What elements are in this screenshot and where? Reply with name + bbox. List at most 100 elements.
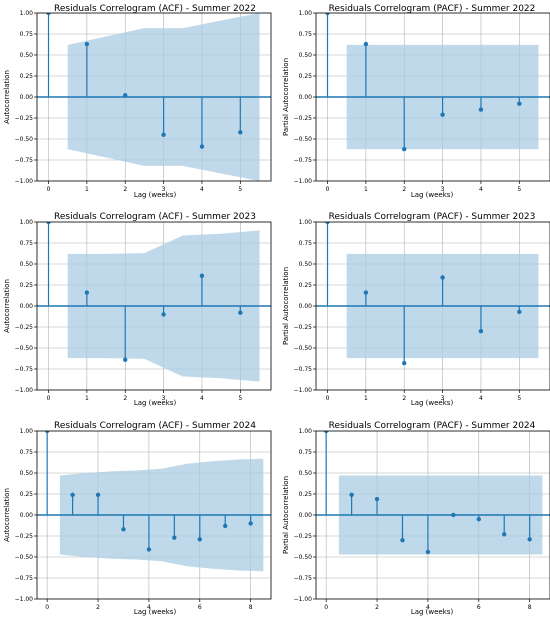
y-tick-label: 0.00 <box>299 512 313 519</box>
chart-title: Residuals Correlogram (ACF) - Summer 202… <box>54 4 256 14</box>
stem-marker <box>172 535 177 540</box>
y-tick-label: 1.00 <box>20 428 34 435</box>
stem-marker <box>238 310 243 315</box>
x-tick-label: 0 <box>326 395 330 402</box>
y-axis-label: Autocorrelation <box>3 488 11 542</box>
y-tick-label: 1.00 <box>20 10 34 17</box>
stem-marker <box>84 41 90 47</box>
x-tick-label: 0 <box>47 186 51 193</box>
stem-marker <box>46 13 51 16</box>
stem-marker <box>517 309 522 315</box>
x-axis-label: Lag (weeks) <box>134 608 177 616</box>
x-tick-label: 3 <box>441 395 445 402</box>
y-tick-label: 0.00 <box>20 303 34 310</box>
x-tick-label: 8 <box>528 604 532 611</box>
pacf-2024-panel: Residuals Correlogram (PACF) - Summer 20… <box>282 421 550 616</box>
x-tick-label: 4 <box>479 186 483 193</box>
y-tick-label: −0.50 <box>294 554 313 561</box>
y-tick-label: 0.75 <box>299 31 313 38</box>
y-tick-label: 1.00 <box>299 428 313 435</box>
y-tick-label: −0.75 <box>15 575 34 582</box>
stem-marker <box>95 492 101 498</box>
x-axis-label: Lag (weeks) <box>411 608 454 616</box>
plot-area <box>37 222 271 390</box>
x-tick-label: 3 <box>162 395 166 402</box>
x-tick-label: 2 <box>375 604 379 611</box>
stem-marker <box>451 512 456 518</box>
y-tick-label: 0.50 <box>299 470 313 477</box>
plot-area <box>316 431 550 599</box>
stem-marker <box>161 132 166 137</box>
y-tick-label: −0.75 <box>294 575 313 582</box>
y-tick-label: −0.25 <box>294 533 313 540</box>
stem-marker <box>349 492 354 498</box>
stem-marker <box>374 496 380 502</box>
x-tick-label: 2 <box>402 395 406 402</box>
y-axis-label: Autocorrelation <box>3 279 11 333</box>
y-tick-label: 0.00 <box>20 94 34 101</box>
y-axis-label: Partial Autocorrelation <box>282 476 290 554</box>
stem-marker <box>238 130 243 135</box>
stem-marker <box>527 537 532 542</box>
y-tick-label: 0.00 <box>299 94 313 101</box>
x-axis-label: Lag (weeks) <box>134 399 177 407</box>
y-tick-label: 0.25 <box>299 491 313 498</box>
y-tick-label: 0.25 <box>20 73 34 80</box>
x-tick-label: 1 <box>364 395 368 402</box>
x-tick-label: 8 <box>249 604 253 611</box>
y-tick-label: −1.00 <box>294 596 313 603</box>
y-tick-label: 0.50 <box>20 261 34 268</box>
y-tick-label: −0.75 <box>15 157 34 164</box>
y-tick-label: −0.25 <box>15 115 34 122</box>
plot-area <box>37 13 271 181</box>
y-axis-label: Partial Autocorrelation <box>282 267 290 345</box>
y-tick-label: 0.25 <box>299 73 313 80</box>
stem-marker <box>123 357 128 362</box>
x-tick-label: 2 <box>123 186 127 193</box>
stem-marker <box>70 492 75 498</box>
y-tick-label: −1.00 <box>294 387 313 394</box>
pacf-2022-panel: Residuals Correlogram (PACF) - Summer 20… <box>282 4 550 199</box>
x-tick-label: 2 <box>96 604 100 611</box>
chart-title: Residuals Correlogram (PACF) - Summer 20… <box>329 4 536 14</box>
plot-area <box>316 222 550 390</box>
stem-marker <box>440 112 445 117</box>
acf-2022-panel: Residuals Correlogram (ACF) - Summer 202… <box>3 4 272 199</box>
y-tick-label: 0.50 <box>20 470 34 477</box>
y-tick-label: 0.75 <box>20 31 34 38</box>
stem-marker <box>199 273 205 278</box>
y-tick-label: 0.25 <box>20 491 34 498</box>
y-axis-label: Autocorrelation <box>3 70 11 124</box>
stem-marker <box>146 547 152 552</box>
y-tick-label: −1.00 <box>15 387 34 394</box>
y-tick-label: 1.00 <box>299 219 313 226</box>
y-tick-label: 1.00 <box>20 219 34 226</box>
y-tick-label: −0.75 <box>294 366 313 373</box>
stem-marker <box>402 146 407 152</box>
y-tick-label: 0.25 <box>20 282 34 289</box>
stem-marker <box>363 290 369 295</box>
y-axis-label: Partial Autocorrelation <box>282 58 290 136</box>
x-tick-label: 4 <box>479 395 483 402</box>
acf-2023-panel: Residuals Correlogram (ACF) - Summer 202… <box>3 212 272 407</box>
x-tick-label: 0 <box>45 604 49 611</box>
chart-title: Residuals Correlogram (ACF) - Summer 202… <box>54 421 256 431</box>
stem-marker <box>325 222 330 225</box>
y-tick-label: 0.00 <box>299 303 313 310</box>
y-tick-label: −0.50 <box>294 136 313 143</box>
stem-marker <box>323 431 329 434</box>
stem-marker <box>123 93 128 98</box>
stem-marker <box>197 537 202 542</box>
y-tick-label: −0.75 <box>294 157 313 164</box>
stem-marker <box>502 532 507 537</box>
x-tick-label: 2 <box>402 186 406 193</box>
x-axis-label: Lag (weeks) <box>134 191 177 199</box>
stem-marker <box>325 13 330 16</box>
y-tick-label: −0.50 <box>15 136 34 143</box>
y-tick-label: 0.75 <box>299 449 313 456</box>
stem-marker <box>400 538 405 543</box>
x-tick-label: 0 <box>47 395 51 402</box>
x-axis-label: Lag (weeks) <box>411 399 454 407</box>
y-tick-label: 0.25 <box>299 282 313 289</box>
